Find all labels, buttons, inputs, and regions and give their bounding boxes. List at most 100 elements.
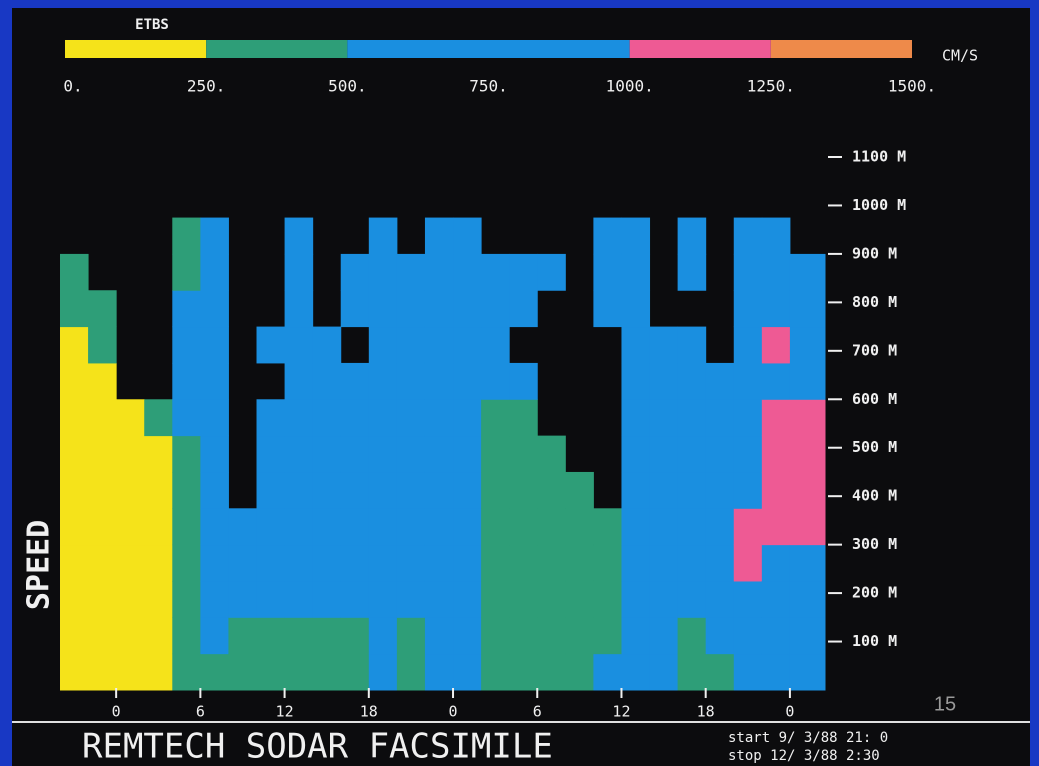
- heatmap-cell: [256, 544, 286, 582]
- heatmap-cell: [705, 435, 735, 473]
- heatmap-cell: [677, 435, 707, 473]
- heatmap-cell: [60, 290, 89, 328]
- heatmap-cell: [537, 653, 566, 691]
- heatmap-cell: [509, 362, 538, 400]
- x-tick-label: 0: [449, 703, 458, 721]
- heatmap-cell: [453, 617, 482, 655]
- heatmap-cell: [144, 580, 173, 618]
- heatmap-cell: [312, 653, 342, 691]
- heatmap-cell: [88, 617, 117, 655]
- heatmap-cell: [649, 653, 679, 691]
- heatmap-cell: [368, 362, 398, 400]
- heatmap-cell: [200, 580, 229, 618]
- heatmap-cell: [144, 617, 173, 655]
- heatmap-cell: [200, 544, 229, 582]
- slide-number: 15: [934, 693, 956, 715]
- heatmap-cell: [621, 253, 651, 291]
- heatmap-cell: [761, 362, 791, 400]
- heatmap-cell: [60, 399, 89, 437]
- heatmap-cell: [761, 580, 791, 618]
- heatmap-cell: [565, 544, 594, 582]
- heatmap-cell: [621, 290, 651, 328]
- colorbar-tick-label: 1000.: [606, 77, 654, 96]
- heatmap-cell: [593, 544, 622, 582]
- heatmap-cell: [368, 653, 398, 691]
- heatmap-cell: [200, 435, 229, 473]
- heatmap-cell: [256, 471, 286, 509]
- heatmap-cell: [761, 326, 791, 364]
- heatmap-cell: [60, 653, 89, 691]
- heatmap-cell: [621, 508, 651, 546]
- y-tick-label: 200 M: [852, 584, 897, 602]
- heatmap-cell: [621, 326, 651, 364]
- heatmap-cell: [396, 326, 426, 364]
- heatmap-cell: [368, 544, 398, 582]
- heatmap-cell: [789, 471, 826, 509]
- heatmap-cell: [396, 508, 426, 546]
- heatmap-cell: [565, 508, 594, 546]
- heatmap-cell: [144, 653, 173, 691]
- heatmap-cell: [733, 508, 763, 546]
- heatmap-cell: [509, 580, 538, 618]
- heatmap-cell: [789, 326, 826, 364]
- heatmap-cell: [537, 508, 566, 546]
- heatmap-cell: [733, 580, 763, 618]
- heatmap-cell: [396, 617, 426, 655]
- heatmap-cell: [368, 435, 398, 473]
- heatmap-cell: [677, 471, 707, 509]
- heatmap-cell: [368, 508, 398, 546]
- heatmap-cell: [761, 253, 791, 291]
- heatmap-cell: [312, 544, 342, 582]
- heatmap-cell: [761, 217, 791, 255]
- heatmap-cell: [761, 508, 791, 546]
- heatmap-cell: [172, 290, 201, 328]
- heatmap-cell: [396, 435, 426, 473]
- heatmap-cell: [509, 290, 538, 328]
- heatmap-cell: [537, 580, 566, 618]
- y-tick-label: 700 M: [852, 341, 897, 359]
- colorbar-tick-label: 0.: [63, 77, 82, 96]
- heatmap-cell: [284, 617, 314, 655]
- heatmap-cell: [593, 217, 622, 255]
- y-tick-label: 900 M: [852, 244, 897, 262]
- heatmap-cell: [284, 471, 314, 509]
- heatmap-cell: [340, 617, 370, 655]
- y-tick-label: 1000 M: [852, 196, 906, 214]
- heatmap-cell: [200, 217, 229, 255]
- colorbar-segment: [65, 40, 207, 58]
- y-tick-label: 600 M: [852, 390, 897, 408]
- heatmap-cell: [705, 580, 735, 618]
- heatmap-cell: [340, 580, 370, 618]
- heatmap-cell: [453, 290, 482, 328]
- x-tick-label: 0: [112, 703, 121, 721]
- x-tick-label: 6: [533, 703, 542, 721]
- heatmap-cell: [116, 653, 145, 691]
- heatmap-cell: [284, 290, 314, 328]
- heatmap-cell: [509, 617, 538, 655]
- heatmap-cell: [172, 617, 201, 655]
- heatmap-cell: [368, 399, 398, 437]
- heatmap-cell: [88, 508, 117, 546]
- heatmap-cell: [733, 362, 763, 400]
- heatmap-cell: [340, 435, 370, 473]
- heatmap-cell: [649, 471, 679, 509]
- heatmap-cell: [705, 362, 735, 400]
- heatmap-cell: [677, 217, 707, 255]
- heatmap-cell: [733, 544, 763, 582]
- heatmap-cell: [481, 544, 510, 582]
- heatmap-cell: [284, 326, 314, 364]
- heatmap-cell: [312, 399, 342, 437]
- heatmap-cell: [565, 471, 594, 509]
- heatmap-cell: [761, 290, 791, 328]
- heatmap-cell: [593, 290, 622, 328]
- heatmap-cell: [789, 435, 826, 473]
- x-tick-label: 18: [360, 703, 378, 721]
- heatmap-cell: [481, 617, 510, 655]
- heatmap-cell: [537, 544, 566, 582]
- heatmap-cell: [172, 653, 201, 691]
- heatmap-cell: [593, 508, 622, 546]
- heatmap-cell: [649, 544, 679, 582]
- heatmap-cell: [60, 617, 89, 655]
- heatmap-cell: [593, 653, 622, 691]
- heatmap-cell: [340, 508, 370, 546]
